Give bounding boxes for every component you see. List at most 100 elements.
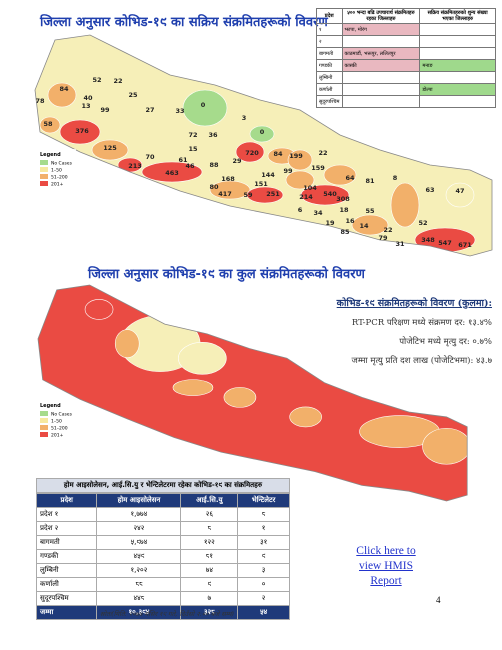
district-count: 36	[208, 131, 218, 139]
district-count: 308	[336, 195, 350, 203]
district-count: 58	[43, 120, 53, 128]
district-count: 213	[128, 162, 142, 170]
total-cell: १०,३९४	[96, 605, 182, 620]
legend-swatch	[40, 181, 48, 186]
district-count: 70	[145, 153, 155, 161]
map-base	[35, 35, 492, 256]
legend-label: 1–50	[51, 168, 62, 174]
district-count: 14	[359, 222, 369, 230]
table-cell: सुदूरपश्चिम	[35, 591, 98, 606]
table-row: प्रदेश १ १,७७४ २६ ८	[35, 507, 290, 522]
district-region	[47, 82, 77, 108]
table-cell: ३	[237, 563, 290, 578]
table-cell: ०	[237, 577, 290, 592]
table-cell: मनाङ	[419, 59, 496, 72]
district-count: 720	[245, 149, 259, 157]
table-cell: ४४८	[96, 591, 182, 606]
table-cell: ९	[237, 549, 290, 564]
district-count: 547	[438, 239, 452, 247]
district-region	[445, 182, 475, 208]
legend-swatch	[40, 167, 48, 172]
table-cell	[341, 71, 421, 84]
district-region	[246, 186, 284, 204]
legend-label: 201+	[51, 433, 64, 439]
district-count: 159	[311, 164, 325, 172]
district-count: 85	[340, 228, 350, 236]
district-count: 3	[242, 114, 247, 122]
table-cell: १,२०२	[96, 563, 182, 578]
district-count: 376	[75, 127, 89, 135]
district-count: 214	[299, 193, 313, 201]
district-region	[209, 180, 251, 200]
district-region	[91, 139, 129, 161]
district-count: 27	[145, 106, 154, 114]
district-count: 59	[243, 191, 253, 199]
district-count: 199	[289, 152, 303, 160]
district-count: 6	[298, 206, 303, 214]
district-region	[178, 341, 227, 375]
table-cell: ८	[180, 521, 239, 536]
header-cell: प्रदेश	[35, 493, 98, 508]
table-cell: कर्णाली	[316, 83, 343, 96]
legend-label: 201+	[51, 182, 64, 188]
district-count: 80	[209, 183, 219, 191]
district-region	[323, 164, 357, 186]
legend-swatch	[40, 425, 48, 430]
table-row: २	[316, 35, 496, 48]
legend-swatch	[40, 418, 48, 423]
district-count: 151	[254, 180, 268, 188]
district-count: 34	[313, 209, 323, 217]
total-cell: जम्मा	[35, 605, 98, 620]
district-count: 55	[365, 207, 375, 215]
district-region	[285, 170, 315, 190]
table-cell: प्रदेश १	[35, 507, 98, 522]
summary-line: जम्मा मृत्यु प्रति दश लाख (पोजेटिभमा): ४…	[351, 356, 492, 366]
table-cell: गण्डकी	[316, 59, 343, 72]
district-count: 125	[103, 144, 117, 152]
district-region	[249, 125, 275, 143]
district-count: 64	[345, 174, 355, 182]
section-title: जिल्ला अनुसार कोभिड-१९ का कुल संक्रमितहर…	[88, 267, 365, 282]
table-cell: २	[237, 591, 290, 606]
table-row: बागमती काठमाडौं, भक्तपुर, ललितपुर	[316, 47, 496, 60]
district-count: 348	[421, 236, 435, 244]
summary-box: कोभिड-१९ संक्रमितहरूको विवरण (कुलमा): RT…	[292, 296, 492, 374]
district-count: 0	[201, 101, 206, 109]
district-region	[39, 116, 61, 134]
district-count: 52	[418, 219, 427, 227]
district-region	[223, 387, 257, 408]
table-row: लुम्बिनी १,२०२ ७४ ३	[35, 563, 290, 578]
total-row: जम्मा १०,३९४ ३२८ ५४	[35, 605, 290, 620]
legend-label: No Cases	[51, 161, 73, 167]
district-count: 16	[345, 217, 355, 225]
table-row: लुम्बिनी	[316, 71, 496, 84]
header-row: प्रदेश होम आइसोलेसन आई.सि.यु भेन्टिलेटर	[35, 493, 290, 508]
district-count: 251	[266, 190, 280, 198]
table-cell: ४५९	[96, 549, 182, 564]
map-outline	[34, 34, 493, 257]
map	[35, 35, 492, 256]
table-cell	[419, 47, 496, 60]
district-count: 22	[383, 226, 392, 234]
table-cell: ३१	[237, 535, 290, 550]
table-cell: प्रदेश २	[35, 521, 98, 536]
district-count: 13	[81, 102, 90, 110]
district-count: 99	[100, 106, 110, 114]
hmis-link[interactable]: Click here to view HMIS Report	[356, 545, 416, 587]
table-cell: झापा, मोरंग	[341, 23, 421, 36]
table-cell	[419, 95, 496, 108]
district-region	[351, 214, 389, 236]
district-region	[300, 184, 350, 206]
district-count: 46	[185, 162, 195, 170]
table-cell: १	[316, 23, 343, 36]
legend-swatch	[40, 174, 48, 179]
district-count: 104	[303, 184, 317, 192]
district-count: 22	[113, 77, 122, 85]
district-count: 84	[59, 85, 69, 93]
district-region	[287, 149, 313, 171]
header-cell: ५०० भन्दा बढि उपचारार्थ संक्रमितहरु रहका…	[341, 8, 421, 24]
header-cell: होम आइसोलेसन	[96, 493, 182, 508]
district-region	[59, 119, 101, 145]
header-cell: सक्रिय संक्रमितहरुको शुन्य संख्या भएका ज…	[419, 8, 496, 24]
